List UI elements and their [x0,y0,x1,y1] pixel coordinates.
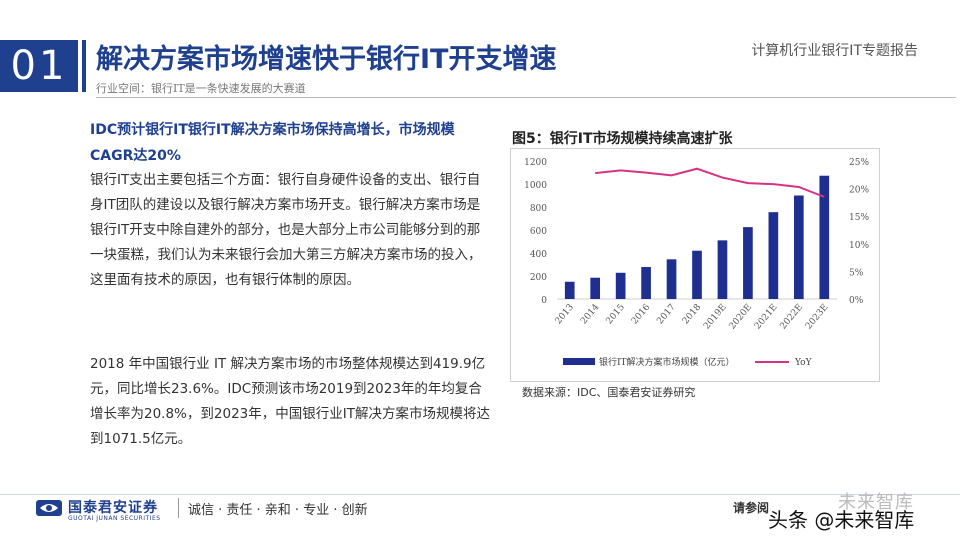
y-right-tick-label: 25% [849,158,869,168]
bar [768,212,779,299]
title-accent-bar [82,40,86,92]
y-right-tick-label: 0% [849,296,864,306]
y-left-tick-label: 0 [541,296,547,306]
x-tick-label: 2016 [630,302,653,326]
figure-title: 图5：银行IT市场规模持续高速扩张 [512,131,733,147]
y-left-tick-label: 400 [530,250,547,260]
watermark-top: 未来智库 [838,492,914,513]
bar [692,250,702,299]
yoy-line [595,167,825,198]
watermark-bottom: 头条 @未来智库 [768,508,915,532]
x-tick-label: 2017 [655,302,678,326]
legend-label-line: YoY [794,358,813,368]
x-tick-label: 2019E [702,303,729,332]
y-left-tick-label: 1200 [524,158,547,168]
bar [564,281,575,299]
paragraph-1: 银行IT支出主要包括三个方面：银行自身硬件设备的支出、银行自身IT团队的建设以及… [90,172,482,288]
x-tick-label: 2023E [804,303,831,332]
x-tick-label: 2020E [728,303,755,332]
x-tick-label: 2013 [554,302,577,326]
company-logo-icon [36,500,62,516]
logo-text-cn: 国泰君安证券 [68,500,158,516]
company-slogan: 诚信 · 责任 · 亲和 · 专业 · 创新 [188,503,368,518]
y-left-tick-label: 800 [530,204,547,214]
y-left-tick-label: 600 [530,227,547,237]
paragraph-2: 2018 年中国银行业 IT 解决方案市场的市场整体规模达到419.9亿元，同比… [90,356,490,447]
x-tick-label: 2022E [779,303,806,332]
report-name: 计算机行业银行IT专题报告 [751,43,918,59]
section-number: 01 [0,40,78,92]
headline: IDC预计银行IT银行IT解决方案市场保持高增长，市场规模CAGR达20% [90,122,455,164]
bar [793,195,804,299]
market-size-chart: 0 200 400 600 800 1000 1200 0% 5% 10% 15% 20% 25% 201… [524,158,869,368]
bar [615,272,626,299]
y-right-tick-label: 10% [849,241,869,251]
y-left-tick-label: 1000 [524,181,547,191]
page-title: 解决方案市场增速快于银行IT开支增速 [96,44,557,75]
y-right-tick-label: 5% [849,268,864,278]
bar [590,277,601,299]
x-tick-label: 2021E [753,303,780,332]
y-left-tick-label: 200 [530,273,547,283]
footer-disclaimer-link: 请参阅 [733,501,770,515]
footer-separator [178,498,179,518]
figure-source: 数据来源：IDC、国泰君安证券研究 [522,386,696,399]
page-subtitle: 行业空间：银行IT是一条快速发展的大赛道 [96,82,306,95]
y-right-tick-label: 15% [849,213,869,223]
bar [717,240,728,299]
y-right-tick-label: 20% [849,186,869,196]
footer-divider [0,494,960,495]
legend-label-bar: 银行IT解决方案市场规模（亿元） [599,356,735,368]
legend-swatch-bar [563,358,595,365]
x-tick-label: 2018 [681,302,704,326]
header-divider [96,97,956,98]
x-tick-label: 2015 [605,302,628,326]
bar [819,175,830,299]
x-tick-label: 2014 [579,302,602,326]
bar [666,259,677,299]
logo-text-en: GUOTAI JUNAN SECURITIES [68,515,161,522]
chart-container: 0 200 400 600 800 1000 1200 0% 5% 10% 15% 20% 25% 201… [510,148,880,382]
bar [641,267,651,299]
bar [743,227,753,299]
